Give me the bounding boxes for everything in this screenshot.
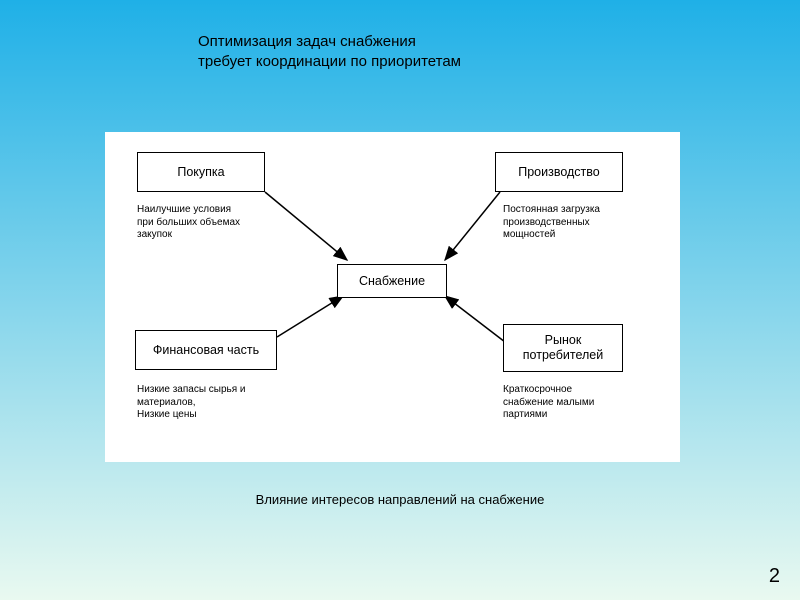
desc-production: Постоянная загрузкапроизводственныхмощно… (503, 204, 653, 242)
node-production: Производство (495, 152, 623, 192)
caption: Влияние интересов направлений на снабжен… (0, 492, 800, 507)
diagram-panel: Покупка Производство Снабжение Финансовая ч… (105, 132, 680, 462)
node-purchase: Покупка (137, 152, 265, 192)
page-number: 2 (769, 565, 780, 588)
desc-market: Краткосрочноеснабжение малымипартиями (503, 384, 653, 422)
desc-purchase: Наилучшие условияпри больших объемахзаку… (137, 204, 287, 242)
edge-production (445, 192, 500, 260)
slide-title: Оптимизация задач снабжениятребует коорд… (198, 32, 461, 73)
node-market: Рынокпотребителей (503, 324, 623, 372)
node-finance: Финансовая часть (135, 330, 277, 370)
node-supply: Снабжение (337, 264, 447, 298)
slide: Оптимизация задач снабжениятребует коорд… (0, 0, 800, 600)
edge-market (445, 296, 505, 342)
desc-finance: Низкие запасы сырья иматериалов,Низкие ц… (137, 384, 297, 422)
edge-finance (277, 296, 343, 337)
